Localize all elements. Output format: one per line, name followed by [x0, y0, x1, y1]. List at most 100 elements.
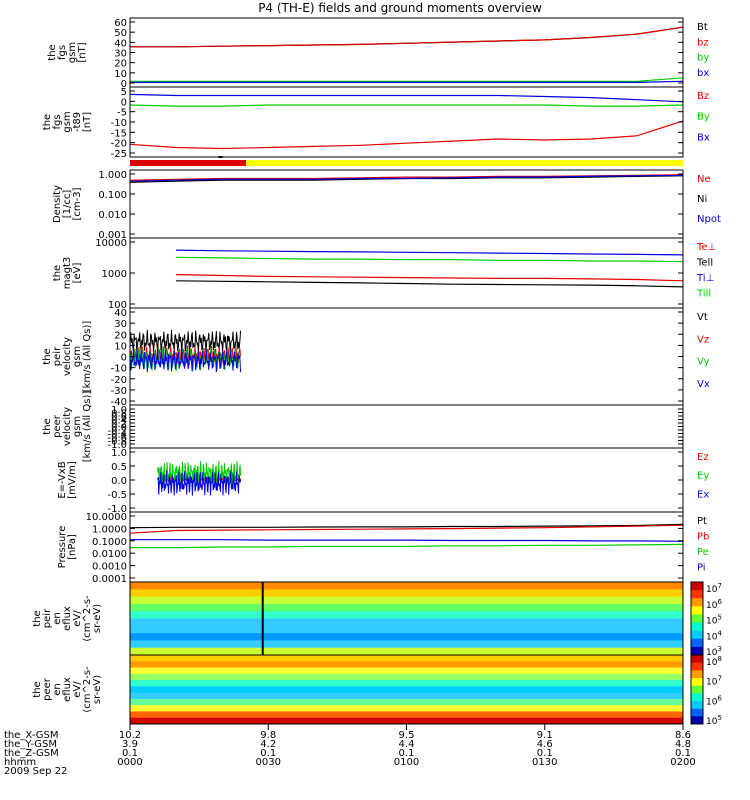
legend-label: by [697, 53, 709, 64]
y-axis-label: gsm [72, 416, 83, 437]
series-line-Bx [129, 93, 684, 103]
y-axis-label: [km/s (All Qs)] [82, 321, 93, 393]
y-axis-label: sr-eV) [92, 604, 103, 633]
legend-label: Ez [697, 452, 709, 463]
y-tick-label: 0 [121, 97, 127, 108]
y-axis-label: velocity [62, 337, 73, 376]
y-tick-label: -40 [111, 397, 127, 408]
y-axis-label: eflux [62, 606, 73, 631]
x-tick-label: 9.1 [537, 730, 553, 741]
y-tick-label: -1.0 [107, 440, 127, 451]
y-tick-label: 5 [121, 87, 127, 98]
y-tick-label: 50 [114, 28, 127, 39]
quality-bar-marker [218, 156, 223, 158]
colorbar-tick-label: 106 [706, 694, 722, 707]
series-line-bz [130, 26, 684, 48]
x-tick-label: 4.2 [260, 739, 276, 750]
x-tick-label: 8.6 [675, 730, 691, 741]
legend-label: Tell [696, 258, 713, 269]
colorbar-tick-exponent: 6 [717, 694, 722, 702]
y-axis-label: E=-VxB [57, 461, 68, 498]
colorbar-swatch [691, 685, 703, 694]
legend-label: Ey [697, 471, 709, 482]
legend-label: Bt [697, 22, 708, 33]
colorbar-swatch [691, 606, 703, 615]
y-axis-label: [km/s (All Qs)] [82, 391, 93, 463]
series-line-Pt [129, 523, 684, 529]
y-axis-label: [1/cc] [62, 190, 73, 219]
y-axis-label: peer [52, 414, 63, 438]
colorbar-tick-exponent: 3 [717, 645, 721, 653]
y-tick-label: 1000 [102, 269, 127, 280]
date-label: 2009 Sep 22 [4, 766, 67, 777]
figure-title: P4 (TH-E) fields and ground moments over… [258, 1, 542, 15]
y-tick-label: 1.0 [111, 405, 127, 416]
y-axis-label: [nT] [77, 42, 88, 62]
y-axis-label: [eV] [72, 263, 83, 284]
y-tick-label: -20 [111, 139, 127, 150]
colorbar-swatch [691, 614, 703, 624]
colorbar-swatch [691, 678, 703, 687]
panel-temperature: Te⊥ Tell Ti⊥ Till 10000 1000 100 the magt3 [eV] [52, 237, 716, 311]
series-line-Npot [129, 174, 684, 182]
series-line-By [129, 104, 684, 107]
legend-label: Npot [697, 214, 721, 225]
colorbar-tick-label: 106 [706, 598, 722, 611]
panel-frame [129, 17, 684, 88]
legend-label: Pi [697, 563, 706, 574]
y-tick-label: 40 [114, 308, 127, 319]
series-line-bx [130, 80, 684, 84]
legend-label: Bx [697, 132, 710, 143]
y-tick-label: 0.5 [111, 462, 127, 473]
x-tick-label: 3.9 [122, 739, 138, 750]
legend-label: Vy [697, 357, 710, 368]
y-axis-label: the [42, 348, 53, 364]
y-axis-label: [mV/m] [67, 461, 78, 499]
y-tick-label: 0.4 [111, 416, 127, 427]
panel-fgs_gsm_t89: Bz By Bx 50-5-10-15-20-25 the fgs gsm -t89 [nT] [42, 86, 710, 160]
x-tick-label: 0.1 [260, 748, 276, 759]
y-axis-label: [nPa] [67, 534, 78, 560]
y-axis-label: the [32, 681, 43, 697]
y-tick-label: 30 [114, 49, 127, 60]
spectrogram-band [130, 647, 683, 656]
y-tick-label: 10 [114, 69, 127, 80]
legend-label: Pe [697, 547, 709, 558]
spectrogram-band [130, 717, 683, 725]
colorbar-tick-label: 105 [706, 714, 722, 727]
legend-label: Ni [697, 194, 707, 205]
colorbar-swatch [691, 701, 703, 710]
y-tick-label: 10000 [95, 238, 127, 249]
y-tick-label: -0.5 [107, 490, 127, 501]
y-axis-label: the [32, 610, 43, 626]
y-tick-label: 60 [114, 18, 127, 29]
spectrogram-band [130, 680, 683, 687]
colorbar-tick-exponent: 6 [717, 598, 722, 606]
colorbar-tick-exponent: 7 [717, 675, 721, 683]
series-line-by [130, 77, 684, 82]
y-tick-label: -25 [111, 149, 127, 160]
legend-label: Vz [697, 334, 709, 345]
y-tick-label: 0.010 [98, 210, 127, 221]
x-tick-label: 0000 [117, 757, 142, 768]
series-line-Till [176, 256, 684, 263]
legend-label: Bz [697, 91, 709, 102]
y-tick-label: 0.0 [111, 423, 127, 434]
x-tick-label: 0.1 [399, 748, 415, 759]
spectrogram-band [130, 589, 683, 598]
colorbar-frame [690, 654, 704, 725]
y-tick-label: 0.6 [111, 412, 127, 423]
panel-efield: Ez Ey Ex 1.0 0.5 0.0 -0.5 -1.0 E=-VxB [mV/m] [57, 447, 709, 515]
spectrogram-band [130, 698, 683, 706]
spectrogram-band [130, 705, 683, 712]
y-axis-label: gsm [62, 111, 73, 132]
colorbar-swatch [691, 716, 703, 725]
x-axis-labels: the_X-GSM 10.2 9.8 9.5 9.1 8.6 the_Y-GSM 3.9 4.2… [4, 724, 696, 777]
colorbar-tick-label: 105 [706, 614, 722, 627]
colorbar-swatch [691, 582, 703, 591]
